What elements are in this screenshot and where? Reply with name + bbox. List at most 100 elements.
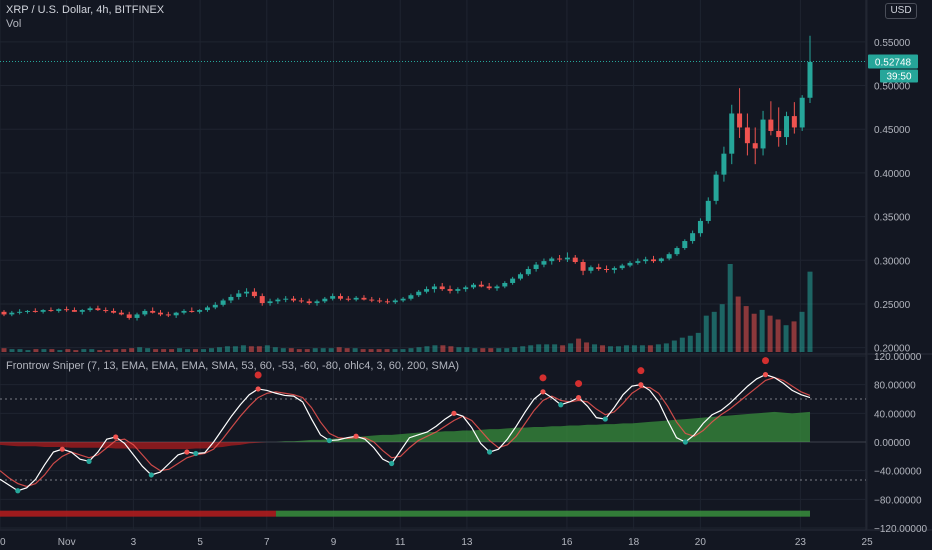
oscillator-line	[0, 373, 811, 492]
volume-bar	[232, 346, 238, 352]
candle-body	[361, 297, 367, 300]
candle-body	[48, 310, 54, 312]
volume-bar	[631, 345, 637, 352]
volume-bar	[719, 304, 725, 352]
candle-body	[103, 310, 109, 312]
candle-body	[134, 314, 140, 318]
volume-bar	[568, 343, 574, 352]
peak-dot	[540, 389, 546, 395]
candle-body	[197, 310, 203, 312]
volume-bar	[336, 347, 342, 352]
price-tick-label: 0.30000	[874, 256, 911, 267]
time-tick-label: 18	[628, 537, 640, 548]
volume-bar	[679, 337, 685, 352]
candle-body	[611, 268, 617, 270]
volume-bar	[153, 349, 159, 352]
trough-dot	[486, 449, 493, 455]
candle-body	[744, 127, 750, 144]
volume-bar	[73, 350, 79, 352]
price-tick-label: 0.45000	[874, 125, 911, 136]
indicator-title[interactable]: Frontrow Sniper (7, 13, EMA, EMA, EMA, S…	[6, 360, 460, 372]
volume-bar	[240, 345, 246, 352]
volume-bar	[488, 348, 494, 352]
candle-body	[212, 304, 218, 308]
currency-button[interactable]: USD	[885, 3, 917, 19]
candle-body	[463, 287, 469, 290]
volume-bar	[647, 345, 653, 352]
volume-bar	[743, 306, 749, 352]
candle-body	[424, 289, 430, 292]
volume-bar	[264, 345, 270, 352]
candle-body	[697, 220, 703, 234]
volume-bar	[408, 348, 414, 352]
volume-bar	[464, 347, 470, 352]
candle-body	[682, 241, 688, 249]
volume-bar	[767, 315, 773, 352]
volume-bar	[600, 345, 606, 352]
sell-signal-marker	[254, 371, 262, 379]
peak-dot	[353, 433, 359, 439]
volume-bar	[57, 350, 63, 352]
candle-body	[165, 314, 171, 316]
candle-body	[760, 119, 766, 149]
candlestick-series	[1, 35, 813, 321]
price-tick-label: 0.50000	[874, 82, 911, 93]
volume-bar	[504, 348, 510, 352]
volume-bar	[33, 349, 39, 352]
candle-body	[392, 300, 398, 303]
bottom-bar-bullish	[275, 510, 810, 517]
candle-body	[799, 97, 805, 128]
countdown-tag	[880, 69, 918, 83]
volume-bar	[456, 347, 462, 352]
candle-body	[580, 262, 586, 271]
volume-bars	[1, 264, 813, 352]
candle-body	[627, 262, 633, 266]
candle-body	[322, 298, 328, 302]
time-axis[interactable]: 30 Nov 3 5 7 9 11 13 16 18 20 23 25	[0, 537, 873, 548]
time-tick-label: 23	[795, 537, 807, 548]
time-tick-label: 16	[561, 537, 573, 548]
volume-bar	[137, 347, 143, 352]
trough-dot	[193, 450, 199, 457]
osc-tick-label: −120.00000	[874, 524, 928, 535]
volume-bar	[208, 348, 214, 352]
osc-tick-label: 80.00000	[874, 381, 916, 392]
volume-bar	[280, 348, 286, 352]
volume-bar	[711, 311, 717, 352]
osc-tick-label: 120.00000	[874, 352, 922, 363]
volume-bar	[105, 350, 111, 352]
volume-bar	[320, 348, 326, 352]
volume-bar	[129, 348, 135, 352]
candle-body	[173, 312, 179, 316]
volume-bar	[639, 345, 645, 352]
candle-body	[400, 298, 406, 301]
peak-dot	[59, 446, 65, 452]
candle-body	[737, 113, 743, 128]
trough-dot	[682, 439, 688, 445]
candle-body	[784, 116, 790, 138]
price-tick-label: 0.35000	[874, 213, 911, 224]
volume-bar	[65, 349, 71, 352]
last-price-line: 0.52748 39:50	[0, 54, 918, 83]
candle-body	[729, 113, 735, 154]
candle-body	[236, 293, 242, 297]
price-axis[interactable]: 0.55000 0.50000 0.45000 0.40000 0.35000 0.300…	[874, 38, 928, 535]
trough-dot	[15, 488, 21, 494]
volume-legend[interactable]: Vol	[6, 18, 22, 30]
candle-body	[674, 248, 680, 255]
peak-dot	[762, 372, 769, 378]
volume-bar	[695, 332, 701, 352]
volume-bar	[17, 349, 23, 352]
candle-body	[79, 310, 85, 312]
volume-bar	[328, 348, 334, 352]
candle-body	[251, 291, 257, 297]
volume-bar	[288, 348, 294, 352]
time-tick-label: 25	[862, 537, 874, 548]
candle-body	[220, 300, 226, 305]
volume-bar	[663, 343, 669, 352]
volume-bar	[145, 348, 151, 352]
candle-body	[502, 282, 508, 287]
symbol-title[interactable]: XRP / U.S. Dollar, 4h, BITFINEX	[6, 4, 165, 16]
trough-dot	[148, 472, 154, 478]
